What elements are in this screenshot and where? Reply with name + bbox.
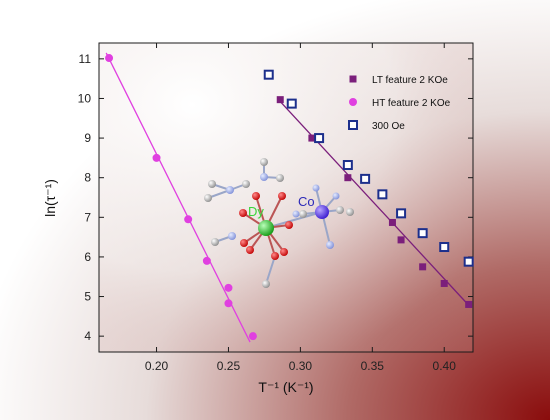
data-point-series-1 [224,283,233,292]
x-tick-label: 0.20 [145,359,169,373]
y-tick-label: 5 [84,290,91,304]
data-point-series-1 [224,299,233,308]
x-tick-label: 0.30 [289,359,313,373]
x-tick-label: 0.40 [433,359,457,373]
legend-label-0: LT feature 2 KOe [372,75,448,86]
data-point-series-2 [463,256,474,267]
data-point-series-1 [105,54,114,63]
data-point-series-1 [184,215,193,224]
x-tick-label: 0.25 [217,359,241,373]
legend-label-1: HT feature 2 KOe [372,98,451,109]
data-point-series-0 [344,174,352,182]
x-tick-label: 0.35 [361,359,385,373]
dy-atom-label: Dy [248,204,264,219]
data-point-series-0 [308,134,316,142]
data-point-series-2 [342,160,353,171]
co-atom-label: Co [298,194,315,209]
plot-area [99,43,473,352]
data-point-series-2 [360,173,371,184]
data-point-series-0 [419,263,427,271]
data-point-series-0 [397,236,405,244]
data-point-series-0 [276,96,284,104]
legend: LT feature 2 KOe HT feature 2 KOe 300 Oe [348,75,451,132]
legend-marker-2 [348,120,358,130]
data-point-series-2 [396,208,407,219]
x-axis-title: T⁻¹ (K⁻¹) [258,379,313,395]
data-point-series-1 [202,256,211,265]
co-atom [315,205,329,219]
legend-marker-1 [349,98,357,106]
y-tick-label: 9 [84,131,91,145]
data-point-series-0 [440,279,448,287]
y-tick-label: 10 [78,91,92,105]
data-point-series-0 [388,218,396,226]
data-point-series-2 [286,98,297,109]
y-axis-title: ln(τ⁻¹) [42,179,58,217]
data-point-series-2 [314,133,325,144]
fit-line-series-0 [276,98,470,306]
data-point-series-2 [439,242,450,253]
y-tick-label: 11 [79,52,92,66]
data-point-series-2 [377,189,388,200]
legend-marker-0 [349,75,357,83]
dy-atom [258,220,274,236]
data-point-series-0 [465,300,473,308]
y-tick-label: 8 [84,171,91,185]
data-point-series-1 [152,153,161,162]
data-point-series-1 [248,332,257,341]
data-point-series-2 [417,228,428,239]
data-point-series-2 [263,69,274,80]
y-tick-label: 6 [84,250,91,264]
legend-label-2: 300 Oe [372,121,405,132]
y-tick-label: 4 [84,329,91,343]
fit-line-series-1 [105,52,251,343]
plot-frame [98,42,474,353]
molecule-structure-illustration: Dy Co [204,158,354,288]
y-tick-label: 7 [84,210,91,224]
